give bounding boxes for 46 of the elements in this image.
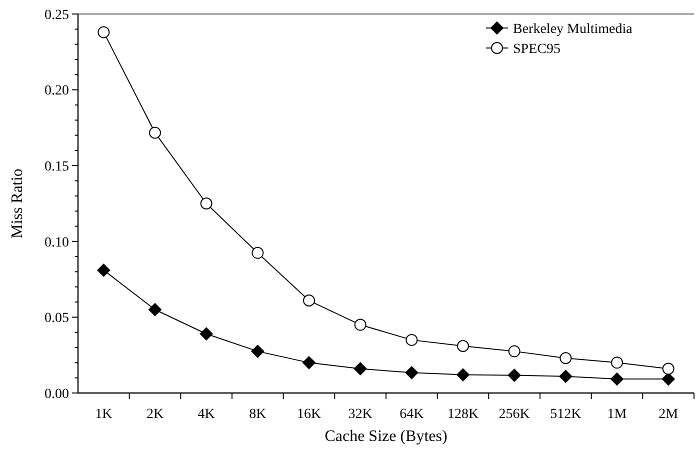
point bbox=[560, 352, 572, 364]
x-tick-label: 1M bbox=[607, 407, 628, 422]
point bbox=[406, 334, 418, 346]
y-tick-label: 0.10 bbox=[44, 235, 69, 250]
point bbox=[354, 362, 367, 376]
point bbox=[148, 303, 162, 316]
x-tick-label: 128K bbox=[447, 407, 479, 422]
point bbox=[457, 340, 469, 352]
point bbox=[610, 372, 624, 386]
x-tick-label: 256K bbox=[498, 407, 530, 422]
point bbox=[149, 126, 161, 139]
x-tick-label: 8K bbox=[249, 407, 266, 422]
point bbox=[303, 294, 315, 307]
point bbox=[508, 345, 520, 358]
y-tick-label: 0.00 bbox=[44, 386, 69, 402]
point bbox=[354, 318, 366, 331]
point bbox=[611, 356, 623, 369]
point bbox=[559, 370, 572, 383]
y-axis-title: Miss Ratio bbox=[9, 168, 26, 238]
point bbox=[98, 26, 110, 38]
x-tick-label: 4K bbox=[198, 407, 215, 422]
point bbox=[662, 362, 674, 375]
point bbox=[97, 264, 110, 277]
point bbox=[302, 356, 316, 370]
point bbox=[405, 366, 418, 380]
x-tick-label: 64K bbox=[400, 407, 424, 422]
point bbox=[251, 344, 264, 358]
legend-label: SPEC95 bbox=[513, 42, 560, 57]
x-tick-label: 512K bbox=[550, 407, 582, 422]
point bbox=[662, 372, 675, 386]
y-tick-label: 0.15 bbox=[44, 160, 69, 174]
x-axis-title: Cache Size (Bytes) bbox=[324, 428, 448, 445]
y-tick-label: 0.05 bbox=[44, 311, 69, 326]
x-tick-label: 2M bbox=[658, 407, 679, 422]
point bbox=[456, 368, 470, 382]
legend-label: Berkeley Multimedia bbox=[513, 22, 634, 37]
point bbox=[508, 368, 521, 382]
point bbox=[200, 198, 212, 210]
point bbox=[200, 327, 213, 340]
x-tick-label: 32K bbox=[348, 407, 372, 422]
x-tick-label: 2K bbox=[146, 407, 164, 422]
y-tick-label: 0.20 bbox=[44, 84, 69, 99]
x-tick-label: 16K bbox=[296, 407, 322, 422]
point bbox=[252, 246, 264, 259]
x-tick-label: 1K bbox=[95, 407, 112, 422]
y-tick-label: 0.25 bbox=[44, 8, 69, 23]
